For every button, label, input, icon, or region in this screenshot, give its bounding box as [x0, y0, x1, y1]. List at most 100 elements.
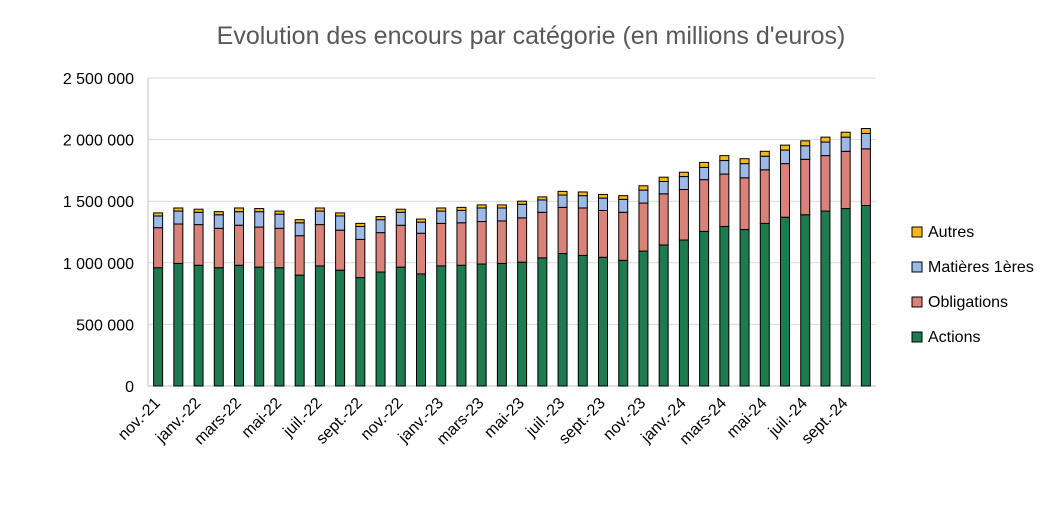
bar-stack	[375, 216, 386, 387]
bar-segment-actions	[598, 256, 608, 387]
bar-segment-obligations	[153, 227, 164, 269]
bar-stack	[496, 204, 507, 387]
legend-swatch	[911, 296, 923, 308]
bar-segment-mati-res-1-res	[213, 214, 224, 229]
bar-segment-obligations	[213, 227, 224, 269]
bar-segment-mati-res-1-res	[577, 195, 588, 209]
bar-segment-actions	[658, 244, 669, 387]
bar-stack	[739, 158, 750, 387]
bar-segment-actions	[800, 214, 811, 387]
bar-stack	[153, 212, 164, 387]
bar-segment-mati-res-1-res	[638, 189, 649, 204]
bar-stack	[719, 155, 730, 387]
bar-segment-mati-res-1-res	[840, 136, 851, 152]
bar-stack	[395, 208, 406, 387]
bar-segment-mati-res-1-res	[294, 222, 305, 237]
bar-segment-obligations	[234, 224, 244, 266]
bar-segment-mati-res-1-res	[416, 221, 426, 234]
y-tick-label: 0	[125, 379, 134, 396]
bar-stack	[618, 195, 629, 387]
bar-stack	[213, 211, 224, 387]
bar-stack	[294, 219, 305, 387]
bar-segment-autres	[800, 140, 811, 147]
bar-segment-actions	[618, 259, 629, 387]
bar-segment-actions	[193, 264, 204, 387]
chart-title: Evolution des encours par catégorie (en …	[217, 22, 846, 50]
bar-segment-autres	[234, 207, 244, 213]
bar-segment-actions	[314, 265, 325, 387]
bar-segment-obligations	[860, 148, 871, 207]
bar-segment-obligations	[820, 155, 831, 212]
bar-segment-obligations	[658, 193, 669, 246]
bar-segment-obligations	[314, 224, 325, 267]
bar-segment-obligations	[739, 177, 750, 231]
bar-segment-actions	[739, 229, 750, 387]
bar-segment-mati-res-1-res	[496, 207, 507, 222]
bar-segment-obligations	[294, 235, 305, 276]
bar-segment-autres	[678, 171, 689, 178]
bar-segment-mati-res-1-res	[557, 194, 568, 208]
bar-segment-obligations	[355, 238, 366, 279]
bar-segment-obligations	[598, 209, 608, 258]
bar-segment-autres	[314, 207, 325, 212]
bar-stack	[820, 136, 831, 387]
bar-stack	[658, 176, 669, 387]
y-tick-label: 2 500 000	[63, 71, 134, 88]
bar-segment-autres	[739, 158, 750, 165]
bar-segment-obligations	[537, 211, 548, 259]
bar-segment-obligations	[557, 206, 568, 255]
bar-stack	[335, 212, 346, 387]
bar-segment-mati-res-1-res	[658, 180, 669, 195]
bar-stack	[840, 131, 851, 387]
bar-segment-autres	[496, 204, 507, 209]
bar-segment-autres	[395, 208, 406, 213]
bar-segment-actions	[213, 267, 224, 387]
bar-stack	[638, 185, 649, 387]
bar-segment-mati-res-1-res	[436, 210, 447, 224]
bar-stack	[699, 161, 710, 387]
bar-segment-autres	[658, 176, 669, 182]
bar-stack	[678, 171, 689, 387]
bar-segment-obligations	[375, 232, 386, 273]
bar-segment-actions	[436, 265, 447, 387]
bar-stack	[436, 207, 447, 387]
y-tick-label: 500 000	[76, 317, 134, 334]
bar-segment-actions	[840, 208, 851, 387]
bar-stack	[416, 218, 426, 387]
bar-segment-autres	[557, 190, 568, 196]
bar-segment-obligations	[800, 158, 811, 216]
bar-stack	[759, 150, 770, 387]
bar-segment-obligations	[456, 222, 467, 266]
bar-segment-mati-res-1-res	[800, 145, 811, 160]
bar-segment-obligations	[416, 232, 426, 275]
bar-segment-mati-res-1-res	[537, 199, 548, 213]
bar-segment-mati-res-1-res	[375, 219, 386, 234]
bar-segment-actions	[335, 269, 346, 387]
bar-segment-actions	[476, 263, 487, 387]
bar-stack	[537, 196, 548, 387]
bar-segment-autres	[517, 200, 528, 205]
bar-segment-autres	[213, 211, 224, 216]
bar-segment-autres	[537, 196, 548, 201]
bar-segment-autres	[618, 195, 629, 200]
bar-segment-mati-res-1-res	[860, 132, 871, 150]
bar-stack	[314, 207, 325, 387]
bar-segment-actions	[517, 261, 528, 387]
legend-swatch	[911, 261, 923, 273]
bar-segment-mati-res-1-res	[678, 176, 689, 190]
bar-segment-autres	[759, 150, 770, 157]
bar-segment-actions	[375, 271, 386, 387]
bar-segment-mati-res-1-res	[153, 215, 164, 229]
bar-segment-autres	[294, 219, 305, 224]
bar-stack	[274, 210, 285, 387]
gridlines	[148, 77, 876, 325]
bar-segment-autres	[699, 161, 710, 168]
bar-segment-autres	[274, 210, 285, 215]
bar-segment-mati-res-1-res	[254, 211, 265, 228]
legend-label: Actions	[928, 329, 980, 346]
bar-segment-obligations	[496, 220, 507, 264]
bars	[153, 128, 871, 387]
bar-segment-mati-res-1-res	[395, 211, 406, 226]
bar-segment-mati-res-1-res	[274, 213, 285, 229]
